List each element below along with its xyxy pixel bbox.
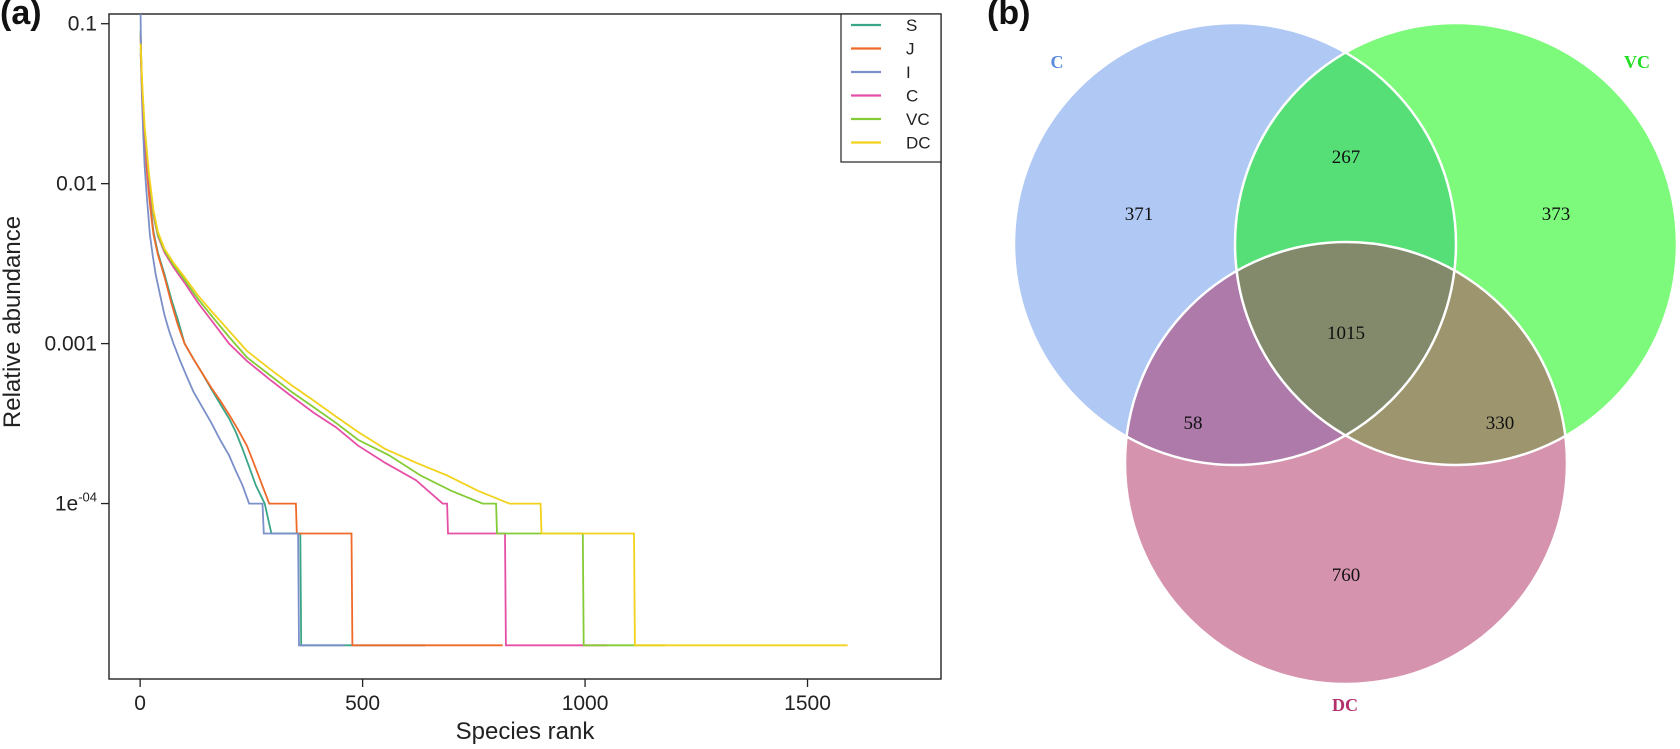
x-tick-label: 0: [134, 692, 146, 715]
x-tick-label: 1500: [784, 692, 831, 715]
legend-label-i: I: [906, 63, 911, 82]
venn-count-vc-dc: 330: [1486, 413, 1515, 434]
y-axis-title: Relative abundance: [0, 216, 26, 428]
plot-frame: [108, 13, 942, 680]
legend-label-c: C: [906, 87, 918, 106]
series-line-dc: [139, 43, 848, 647]
legend-label-dc: DC: [906, 134, 931, 153]
venn-set-label-vc: VC: [1624, 52, 1650, 72]
venn-outline-vc: [1233, 21, 1679, 467]
legend-label-vc: VC: [906, 110, 930, 129]
venn-count-c-only: 371: [1125, 204, 1154, 225]
series-line-i: [139, 13, 345, 647]
venn-count-c-vc: 267: [1332, 147, 1361, 168]
panel-label-b: (b): [987, 0, 1031, 32]
series-group: [139, 13, 848, 647]
venn-set-label-c: C: [1051, 52, 1064, 72]
x-tick-label: 500: [345, 692, 380, 715]
legend-label-j: J: [906, 40, 915, 59]
series-line-j: [139, 34, 503, 647]
y-tick-label: 0.01: [56, 173, 97, 196]
legend-label-s: S: [906, 16, 917, 35]
venn-set-label-dc: DC: [1332, 695, 1358, 715]
x-axis: 0 500 1000 1500: [134, 679, 831, 715]
y-tick-label: 0.1: [68, 13, 97, 36]
panel-label-a: (a): [0, 0, 42, 32]
x-axis-title: Species rank: [456, 718, 596, 745]
legend-box: [840, 13, 942, 163]
y-tick-label: 0.001: [44, 333, 97, 356]
venn-count-c-dc: 58: [1184, 413, 1203, 434]
x-tick-label: 1000: [562, 692, 609, 715]
venn-count-vc-only: 373: [1542, 204, 1571, 225]
venn-count-all: 1015: [1327, 323, 1365, 344]
venn-outline-dc: [1123, 240, 1569, 686]
venn-count-dc-only: 760: [1332, 565, 1361, 586]
venn-outline-c: [1012, 21, 1458, 467]
